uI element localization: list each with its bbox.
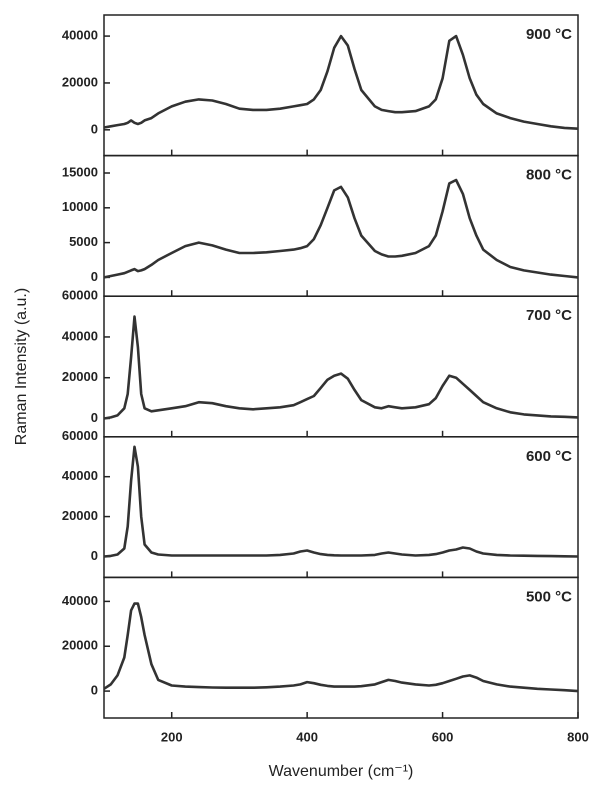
- y-tick-label: 5000: [69, 234, 98, 249]
- y-tick-label: 20000: [62, 638, 98, 653]
- panel-frame: [103, 154, 579, 297]
- y-tick-label: 40000: [62, 328, 98, 343]
- y-tick-label: 15000: [62, 164, 98, 179]
- panel-label: 900 °C: [526, 26, 572, 43]
- panel-frame: [103, 576, 579, 719]
- panel-label: 700 °C: [526, 307, 572, 324]
- x-axis-title: Wavenumber (cm⁻¹): [269, 763, 414, 780]
- panel-label: 800 °C: [526, 167, 572, 184]
- spectrum-line: [103, 602, 579, 693]
- spectrum-line: [103, 34, 579, 130]
- spectrum-line: [103, 178, 579, 279]
- panel-label: 600 °C: [526, 448, 572, 465]
- y-tick-label: 10000: [62, 199, 98, 214]
- x-tick-label: 800: [567, 729, 589, 744]
- y-tick-label: 40000: [62, 468, 98, 483]
- spectrum-line: [103, 315, 579, 420]
- panel-frame: [103, 295, 579, 438]
- y-axis-title: Raman Intensity (a.u.): [13, 288, 30, 445]
- y-tick-label: 0: [91, 410, 98, 425]
- x-tick-label: 200: [161, 729, 183, 744]
- y-tick-label: 40000: [62, 28, 98, 43]
- y-tick-label: 0: [91, 121, 98, 136]
- x-tick-label: 400: [296, 729, 318, 744]
- y-tick-label: 0: [91, 269, 98, 284]
- panel-label: 500 °C: [526, 588, 572, 605]
- y-tick-label: 0: [91, 548, 98, 563]
- y-tick-label: 20000: [62, 369, 98, 384]
- y-tick-label: 60000: [62, 428, 98, 443]
- x-tick-label: 600: [432, 729, 454, 744]
- y-tick-label: 40000: [62, 593, 98, 608]
- y-tick-label: 20000: [62, 508, 98, 523]
- y-tick-label: 60000: [62, 288, 98, 303]
- spectrum-line: [103, 445, 579, 558]
- y-tick-label: 20000: [62, 74, 98, 89]
- y-tick-label: 0: [91, 683, 98, 698]
